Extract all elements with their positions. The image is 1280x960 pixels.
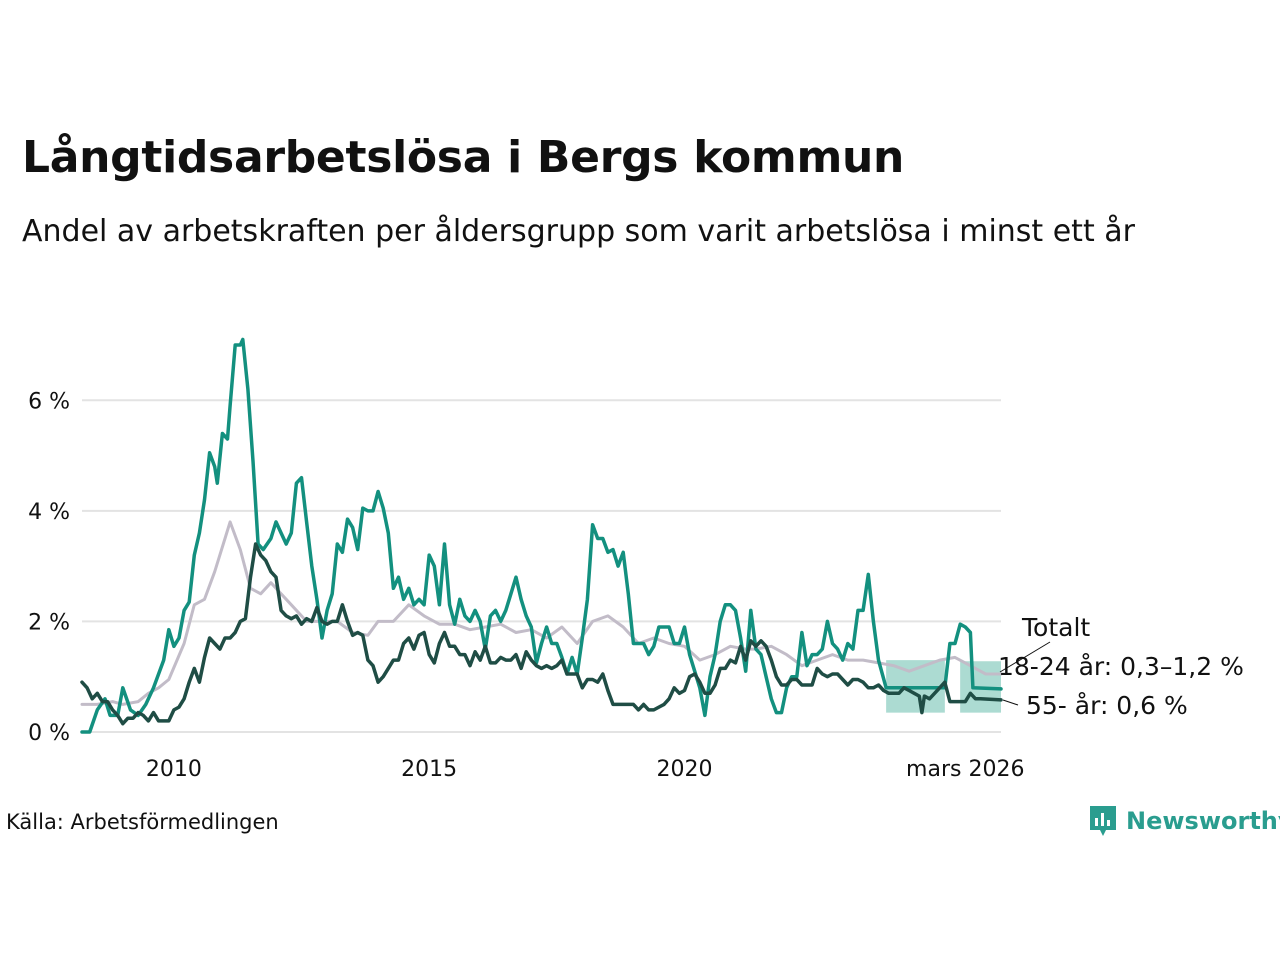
x-tick-label: 2015 xyxy=(401,757,457,782)
x-tick-label: mars 2026 xyxy=(906,757,1024,782)
chart-subtitle: Andel av arbetskraften per åldersgrupp s… xyxy=(22,214,1135,249)
gridlines xyxy=(82,399,1001,733)
brand-name: Newsworthy xyxy=(1126,807,1280,835)
source-note: Källa: Arbetsförmedlingen xyxy=(6,810,279,834)
y-axis: 0 % 2 % 4 % 6 % xyxy=(28,389,70,746)
series-line-youth xyxy=(80,337,1003,734)
x-tick-label: 2020 xyxy=(656,757,712,782)
label-leaders xyxy=(999,641,1051,706)
y-tick-label: 4 % xyxy=(28,500,70,525)
y-tick-label: 2 % xyxy=(28,610,70,635)
series-line-totalt xyxy=(80,520,1003,706)
chart-title: Långtidsarbetslösa i Bergs kommun xyxy=(22,132,905,183)
x-axis: 2010 2015 2020 mars 2026 xyxy=(146,757,1025,782)
label-55: 55- år: 0,6 % xyxy=(1026,691,1188,720)
x-tick-label: 2010 xyxy=(146,757,202,782)
label-totalt: Totalt xyxy=(1021,613,1090,642)
newsworthy-logo-icon xyxy=(1090,806,1116,836)
label-18-24: 18-24 år: 0,3–1,2 % xyxy=(998,652,1244,681)
series-lines xyxy=(80,337,1003,734)
series-line-older xyxy=(80,542,1003,726)
y-tick-label: 6 % xyxy=(28,389,70,414)
y-tick-label: 0 % xyxy=(28,721,70,746)
brand-logo: Newsworthy xyxy=(1088,804,1280,838)
